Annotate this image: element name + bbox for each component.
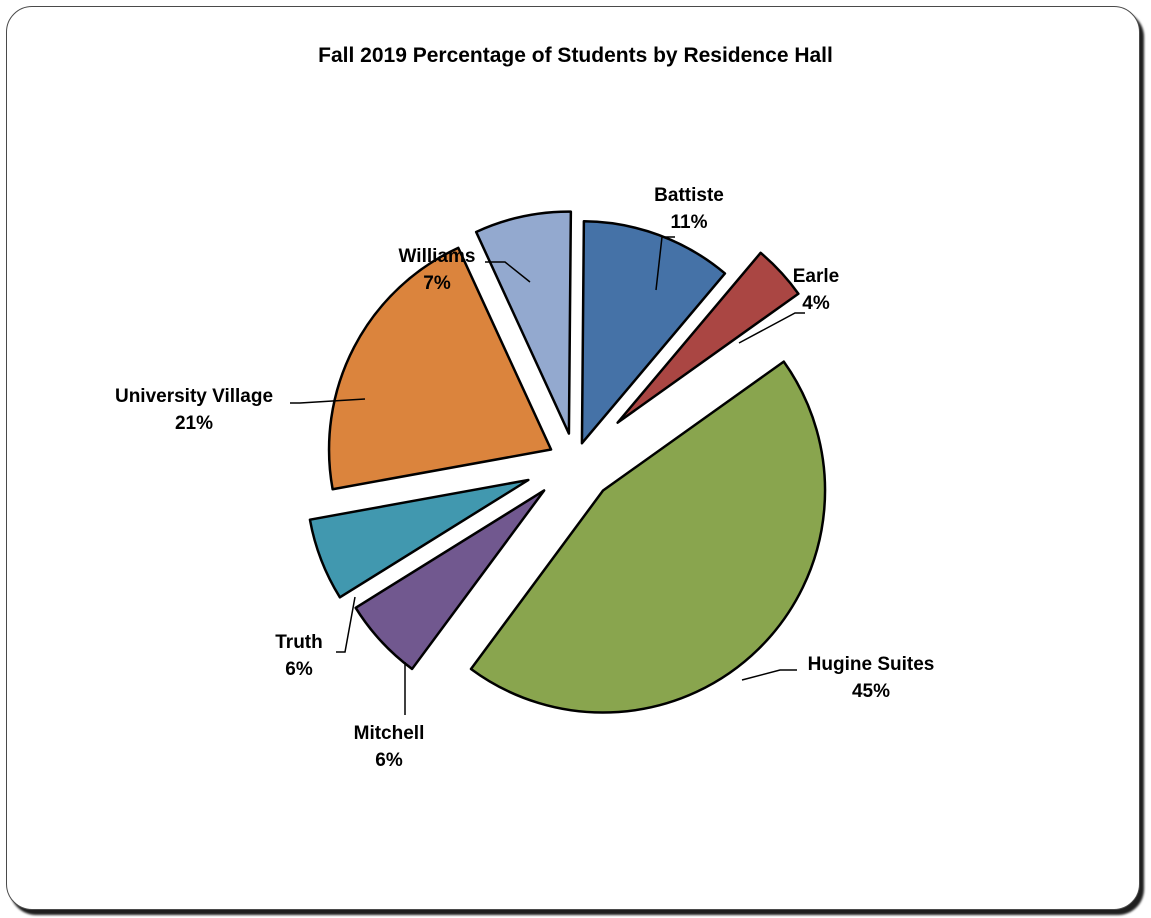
leader-line-hugine-suites [741,669,797,681]
slice-label-earle: Earle 4% [793,266,839,314]
slice-percentage: 7% [423,273,451,294]
slices-layer [308,210,827,714]
slice-label-hugine-suites: Hugine Suites 45% [808,654,935,702]
slice-percentage: 4% [802,293,830,314]
leader-line-battiste [655,236,675,291]
slice-percentage: 6% [375,750,403,771]
slice-name: Battiste [654,185,724,206]
leader-line-university-village [290,398,366,404]
slice-name: Earle [793,266,839,287]
slice-name: Truth [275,632,323,653]
pie-slice-university-village [327,246,553,491]
chart-frame [6,6,1140,910]
slice-name: Hugine Suites [808,654,935,675]
slice-name: University Village [115,386,273,407]
slice-label-williams: Williams 7% [399,246,476,294]
slice-name: Mitchell [354,723,425,744]
slice-label-university-village: University Village 21% [115,386,273,434]
slice-label-battiste: Battiste 11% [654,185,724,233]
slice-percentage: 45% [852,681,890,702]
slice-percentage: 21% [175,413,213,434]
pie-slice-hugine-suites [469,360,827,714]
pie-slice-earle [616,251,800,424]
slice-percentage: 6% [285,659,313,680]
chart-title: Fall 2019 Percentage of Students by Resi… [318,44,833,67]
labels-layer: Battiste 11% Earle 4% Hugine Suites 45% Mitche… [115,185,934,771]
leader-lines-layer [290,236,805,715]
slice-label-truth: Truth 6% [275,632,323,680]
leader-line-truth [336,596,356,653]
leader-line-williams [485,261,531,283]
pie-slice-battiste [580,220,727,445]
slice-name: Williams [399,246,476,267]
slice-label-mitchell: Mitchell 6% [354,723,425,771]
leader-line-earle [738,312,805,344]
pie-slice-mitchell [354,489,546,671]
pie-slice-truth [308,478,530,599]
slice-percentage: 11% [671,212,708,233]
pie-slice-williams [474,210,573,435]
